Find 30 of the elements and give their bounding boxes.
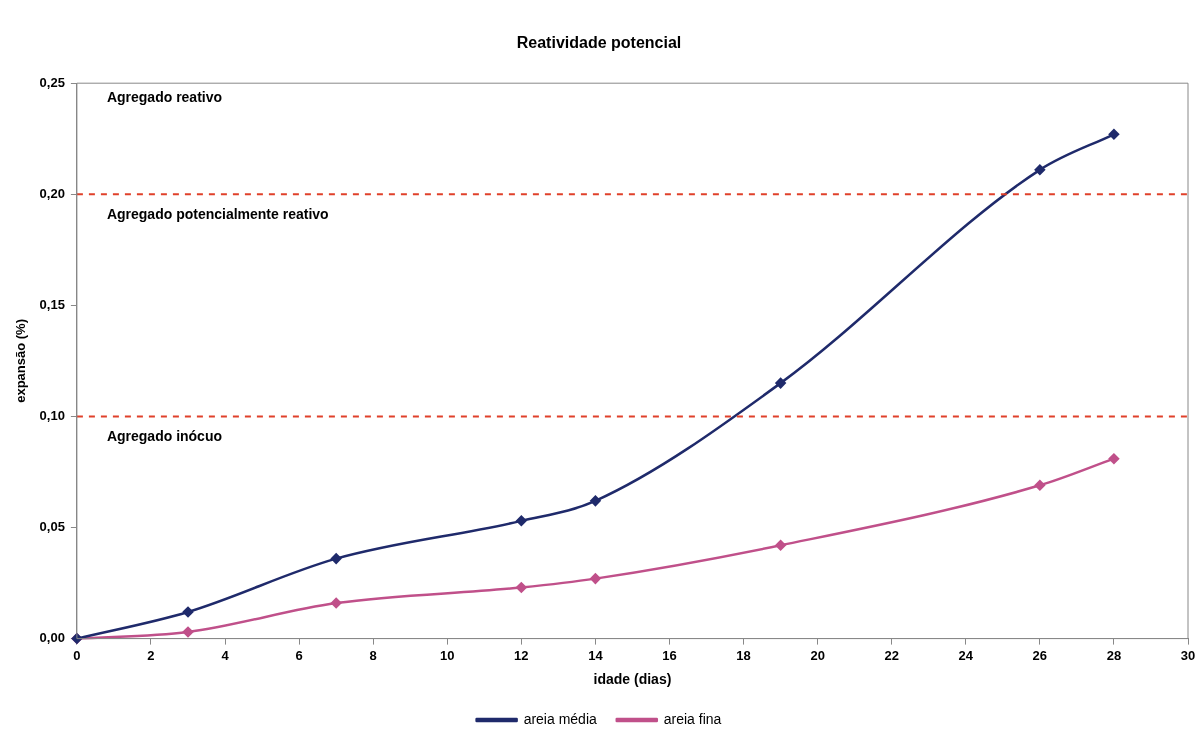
- y-tick-label: 0,00: [39, 630, 65, 646]
- y-axis-title: expansão (%): [13, 318, 29, 403]
- y-tick-label: 0,20: [39, 185, 65, 201]
- legend-label: areia fina: [663, 710, 722, 727]
- legend-label: areia média: [523, 710, 597, 727]
- x-tick-label: 6: [295, 647, 303, 663]
- x-tick-label: 0: [73, 647, 81, 663]
- x-tick-label: 12: [514, 647, 529, 663]
- x-tick-label: 2: [147, 647, 155, 663]
- annotation: Agregado inócuo: [106, 428, 223, 445]
- annotation: Agregado potencialmente reativo: [106, 206, 329, 223]
- x-tick-label: 20: [810, 647, 825, 663]
- x-tick-label: 24: [958, 647, 974, 663]
- y-tick-label: 0,10: [39, 408, 65, 424]
- x-tick-label: 28: [1106, 647, 1122, 663]
- x-axis-title: idade (dias): [593, 671, 672, 688]
- x-tick-label: 30: [1180, 647, 1196, 663]
- y-tick-label: 0,05: [39, 519, 65, 535]
- x-tick-label: 8: [369, 647, 377, 663]
- y-tick-label: 0,25: [39, 74, 65, 90]
- x-tick-label: 4: [221, 647, 230, 663]
- x-tick-label: 10: [440, 647, 455, 663]
- x-tick-label: 14: [588, 647, 604, 663]
- x-tick-label: 22: [884, 647, 899, 663]
- x-tick-label: 18: [736, 647, 751, 663]
- y-tick-label: 0,15: [39, 296, 65, 312]
- x-tick-label: 26: [1032, 647, 1048, 663]
- annotation: Agregado reativo: [106, 89, 223, 106]
- x-tick-label: 16: [662, 647, 677, 663]
- chart-title: Reatividade potencial: [516, 34, 682, 52]
